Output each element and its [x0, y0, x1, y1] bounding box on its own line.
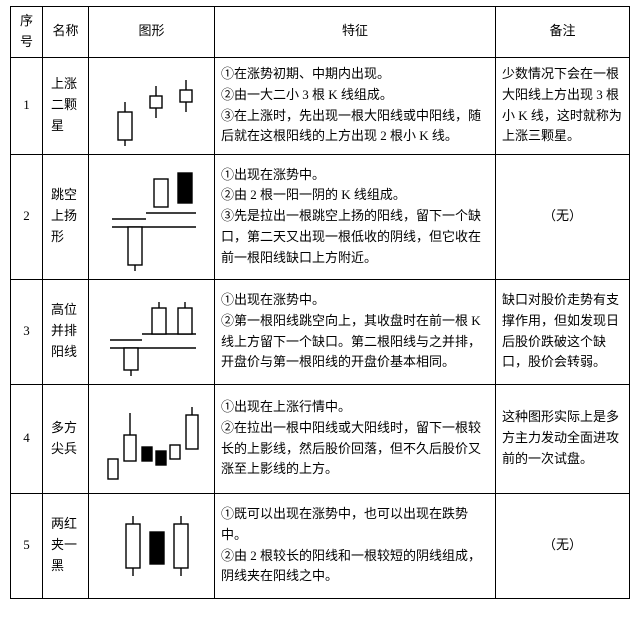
cell-name: 上涨二颗星 — [43, 57, 89, 154]
kline-pattern-table: 序号 名称 图形 特征 备注 1上涨二颗星 ①在涨势初期、中期内出现。②由一大二小… — [10, 6, 630, 599]
cell-name: 跳空上扬形 — [43, 154, 89, 279]
cell-note: 这种图形实际上是多方主力发动全面进攻前的一次试盘。 — [496, 384, 630, 493]
cell-note: 少数情况下会在一根大阳线上方出现 3 根小 K 线，这时就称为上涨三颗星。 — [496, 57, 630, 154]
table-row: 5两红夹一黑 ①既可以出现在涨势中，也可以出现在跌势中。②由 2 根较长的阳线和一… — [11, 493, 630, 598]
cell-note: （无） — [496, 154, 630, 279]
col-header-name: 名称 — [43, 7, 89, 58]
table-row: 1上涨二颗星 ①在涨势初期、中期内出现。②由一大二小 3 根 K 线组成。③在上涨… — [11, 57, 630, 154]
cell-note: （无） — [496, 493, 630, 598]
cell-figure — [89, 384, 215, 493]
cell-name: 高位并排阳线 — [43, 279, 89, 384]
cell-figure — [89, 279, 215, 384]
cell-feature: ①出现在上涨行情中。②在拉出一根中阳线或大阳线时，留下一根较长的上影线，然后股价… — [215, 384, 496, 493]
col-header-fig: 图形 — [89, 7, 215, 58]
cell-feature: ①既可以出现在涨势中，也可以出现在跌势中。②由 2 根较长的阳线和一根较短的阴线… — [215, 493, 496, 598]
cell-idx: 2 — [11, 154, 43, 279]
table-header-row: 序号 名称 图形 特征 备注 — [11, 7, 630, 58]
cell-feature: ①出现在涨势中。②第一根阳线跳空向上，其收盘时在前一根 K 线上方留下一个缺口。… — [215, 279, 496, 384]
col-header-note: 备注 — [496, 7, 630, 58]
cell-idx: 1 — [11, 57, 43, 154]
table-row: 2跳空上扬形 ①出现在涨势中。②由 2 根一阳一阴的 K 线组成。③先是拉出一根跳… — [11, 154, 630, 279]
cell-idx: 3 — [11, 279, 43, 384]
cell-figure — [89, 57, 215, 154]
cell-name: 两红夹一黑 — [43, 493, 89, 598]
cell-idx: 4 — [11, 384, 43, 493]
cell-note: 缺口对股价走势有支撑作用，但如发现日后股价跌破这个缺口，股价会转弱。 — [496, 279, 630, 384]
cell-feature: ①在涨势初期、中期内出现。②由一大二小 3 根 K 线组成。③在上涨时，先出现一… — [215, 57, 496, 154]
table-row: 3高位并排阳线 ①出现在涨势中。②第一根阳线跳空向上，其收盘时在前一根 K 线上方… — [11, 279, 630, 384]
table-row: 4多方尖兵 ①出现在上涨行情中。②在拉出一根中阳线或大阳线时，留下一根较长的上影线… — [11, 384, 630, 493]
table-body: 1上涨二颗星 ①在涨势初期、中期内出现。②由一大二小 3 根 K 线组成。③在上涨… — [11, 57, 630, 598]
cell-idx: 5 — [11, 493, 43, 598]
cell-name: 多方尖兵 — [43, 384, 89, 493]
col-header-feat: 特征 — [215, 7, 496, 58]
col-header-idx: 序号 — [11, 7, 43, 58]
cell-figure — [89, 154, 215, 279]
cell-feature: ①出现在涨势中。②由 2 根一阳一阴的 K 线组成。③先是拉出一根跳空上扬的阳线… — [215, 154, 496, 279]
cell-figure — [89, 493, 215, 598]
